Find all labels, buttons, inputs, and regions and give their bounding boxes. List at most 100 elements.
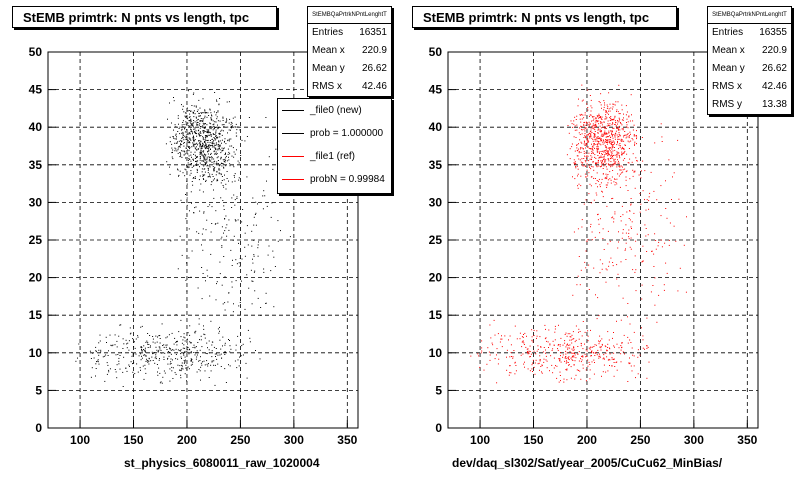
data-point <box>597 136 599 138</box>
data-point <box>235 344 237 346</box>
data-point <box>141 350 143 352</box>
data-point <box>625 114 627 116</box>
data-point <box>580 358 581 360</box>
data-point <box>656 199 658 201</box>
data-point <box>577 187 579 189</box>
data-point <box>189 325 191 327</box>
data-point <box>677 139 679 141</box>
data-point <box>206 161 208 163</box>
data-point <box>604 104 606 106</box>
data-point <box>617 153 619 155</box>
data-point <box>129 327 131 329</box>
data-point <box>141 357 143 359</box>
data-point <box>609 171 611 173</box>
data-point <box>143 378 145 380</box>
data-point <box>180 154 182 156</box>
data-point <box>106 342 107 343</box>
data-point <box>191 124 193 126</box>
data-point <box>225 157 227 159</box>
data-point <box>606 177 608 179</box>
data-point <box>572 360 574 361</box>
data-point <box>655 248 657 250</box>
data-point <box>581 335 583 337</box>
data-point <box>172 149 174 151</box>
data-point <box>612 137 614 139</box>
data-point <box>177 147 179 149</box>
data-point <box>190 120 192 122</box>
data-point <box>514 361 516 363</box>
data-point <box>612 144 614 146</box>
data-point <box>234 116 236 118</box>
data-point <box>144 350 146 352</box>
data-point <box>234 180 236 182</box>
data-point <box>198 129 200 131</box>
data-point <box>205 142 207 144</box>
data-point <box>607 153 609 155</box>
data-point <box>252 258 253 260</box>
data-point <box>616 343 618 345</box>
data-point <box>607 152 608 154</box>
data-point <box>191 181 193 182</box>
data-point <box>600 93 602 95</box>
data-point <box>606 107 608 109</box>
data-point <box>590 105 592 107</box>
data-point <box>611 119 613 121</box>
data-point <box>116 346 118 348</box>
data-point <box>237 359 239 361</box>
data-point <box>203 212 205 214</box>
data-point <box>97 361 99 363</box>
data-point <box>224 154 226 155</box>
data-point <box>189 126 191 128</box>
data-point <box>600 116 602 117</box>
data-point <box>587 107 589 108</box>
data-point <box>565 362 567 364</box>
data-point <box>251 245 253 247</box>
data-point <box>192 184 194 186</box>
data-point <box>567 362 569 363</box>
data-point <box>514 373 516 375</box>
data-point <box>188 141 190 143</box>
data-point <box>595 124 597 126</box>
data-point <box>234 360 236 362</box>
data-point <box>222 159 224 161</box>
data-point <box>204 141 206 143</box>
data-point <box>527 348 529 350</box>
data-point <box>592 146 594 148</box>
data-point <box>587 340 589 342</box>
data-point <box>171 332 173 334</box>
data-point <box>179 235 181 237</box>
data-point <box>180 139 182 141</box>
data-point <box>613 103 615 105</box>
data-point <box>669 222 671 224</box>
data-point <box>215 135 217 137</box>
data-point <box>236 149 237 151</box>
data-point <box>226 171 228 172</box>
data-point <box>183 154 185 156</box>
data-point <box>199 349 201 351</box>
data-point <box>149 346 151 348</box>
data-point <box>215 114 217 116</box>
data-point <box>582 99 584 101</box>
data-point <box>617 173 619 175</box>
data-point <box>93 357 95 359</box>
data-point <box>581 219 583 221</box>
data-point <box>225 188 227 190</box>
data-point <box>193 159 194 161</box>
data-point <box>532 341 534 343</box>
data-point <box>575 137 577 138</box>
data-point <box>493 319 495 321</box>
data-point <box>642 190 644 192</box>
data-point <box>603 165 605 167</box>
data-point <box>633 212 635 214</box>
data-point <box>608 160 610 162</box>
data-point <box>596 140 598 142</box>
data-point <box>188 116 190 118</box>
data-point <box>612 122 614 124</box>
data-point <box>180 350 181 352</box>
data-point <box>594 236 596 238</box>
data-point <box>569 344 571 346</box>
data-point <box>582 165 584 167</box>
data-point <box>534 373 536 375</box>
data-point <box>627 121 629 123</box>
data-point <box>522 353 524 355</box>
